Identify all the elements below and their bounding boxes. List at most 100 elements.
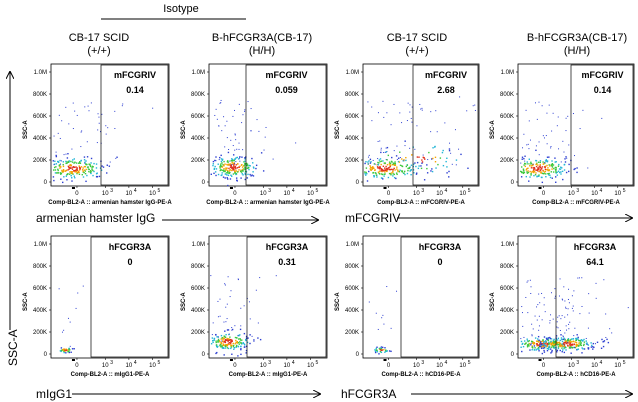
event-dot <box>382 314 384 316</box>
event-dot <box>420 165 422 167</box>
event-dot <box>248 301 250 303</box>
event-dot <box>52 176 55 178</box>
event-dot <box>244 160 246 162</box>
event-dot <box>245 162 248 165</box>
event-dot <box>399 151 401 153</box>
event-dot <box>226 169 229 172</box>
event-dot <box>74 161 76 163</box>
event-dot <box>396 168 398 170</box>
event-dot <box>562 299 564 301</box>
event-dot <box>579 342 581 344</box>
x-tick-label: 0 <box>233 363 237 369</box>
event-dot <box>84 170 87 172</box>
event-dot <box>226 318 228 320</box>
event-dot <box>62 181 64 184</box>
event-dot <box>522 325 524 327</box>
event-dot <box>396 145 398 147</box>
event-dot <box>579 128 581 130</box>
zero-marker <box>383 359 387 361</box>
event-dot <box>378 162 380 164</box>
event-dot <box>541 339 544 341</box>
event-dot <box>567 339 570 341</box>
event-dot <box>606 338 608 341</box>
event-dot <box>74 171 76 173</box>
event-dot <box>62 348 64 351</box>
event-dot <box>224 344 226 346</box>
event-dot <box>383 323 385 325</box>
event-dot <box>385 169 388 172</box>
event-dot <box>57 168 59 171</box>
event-dot <box>569 345 572 348</box>
event-dot <box>537 170 539 172</box>
y-tick-label: 200K <box>191 158 205 164</box>
event-dot <box>581 305 583 307</box>
event-dot <box>76 114 78 116</box>
event-dot <box>559 344 561 347</box>
event-dot <box>227 172 229 174</box>
event-dot <box>537 338 539 340</box>
event-dot <box>238 341 241 343</box>
gate-label: mFCGRIV <box>265 70 307 80</box>
event-dot <box>564 346 566 349</box>
event-dot <box>221 158 224 161</box>
event-dot <box>92 169 94 172</box>
event-dot <box>248 164 250 167</box>
x-tick-exponent: 4 <box>600 188 603 194</box>
event-dot <box>578 345 580 347</box>
event-dot <box>73 175 75 177</box>
event-dot <box>87 168 90 170</box>
event-dot <box>416 172 418 174</box>
event-dot <box>210 343 213 345</box>
event-dot <box>216 351 218 354</box>
event-dot <box>571 307 573 309</box>
event-dot <box>557 165 560 167</box>
event-dot <box>449 142 451 144</box>
event-dot <box>566 339 569 342</box>
event-dot <box>67 349 69 351</box>
event-dot <box>383 169 386 171</box>
event-dot <box>574 155 576 157</box>
event-dot <box>416 125 418 127</box>
event-dot <box>567 342 569 344</box>
event-dot <box>530 286 532 288</box>
event-dot <box>537 341 540 343</box>
x-tick-exponent: 3 <box>576 360 579 366</box>
event-dot <box>245 349 248 352</box>
event-dot <box>220 342 223 344</box>
event-dot <box>69 321 71 323</box>
x-tick-label: 10 <box>436 191 443 197</box>
event-dot <box>66 179 68 181</box>
gate <box>570 64 634 186</box>
event-dot <box>232 168 235 170</box>
y-tick-label: 400K <box>33 308 47 314</box>
event-dot <box>105 133 107 135</box>
event-dot <box>383 349 385 351</box>
event-dot <box>563 344 566 346</box>
event-dot <box>549 348 552 350</box>
event-dot <box>421 107 423 109</box>
event-dot <box>596 341 599 343</box>
event-dot <box>223 167 225 170</box>
event-dot <box>439 157 442 159</box>
event-dot <box>530 167 533 169</box>
event-dot <box>394 163 397 165</box>
event-dot <box>553 345 555 348</box>
event-dot <box>383 173 386 175</box>
event-dot <box>382 160 384 162</box>
x-tick-label: 10 <box>436 363 443 369</box>
event-dot <box>53 179 55 182</box>
y-tick-label: 1.0M <box>34 242 47 248</box>
event-dot <box>218 340 221 342</box>
event-dot <box>520 346 522 348</box>
x-axis-title: Comp-BL2-A :: mIgG1-PE-A <box>229 372 308 378</box>
event-dot <box>67 317 69 319</box>
y-axis-title: SSC-A <box>490 120 496 139</box>
event-dot <box>89 171 92 173</box>
event-dot <box>539 340 541 343</box>
event-dot <box>369 162 372 164</box>
event-dot <box>424 158 426 160</box>
event-dot <box>240 177 242 179</box>
event-dot <box>530 292 532 294</box>
x-tick-exponent: 5 <box>468 360 471 366</box>
event-dot <box>533 174 535 177</box>
